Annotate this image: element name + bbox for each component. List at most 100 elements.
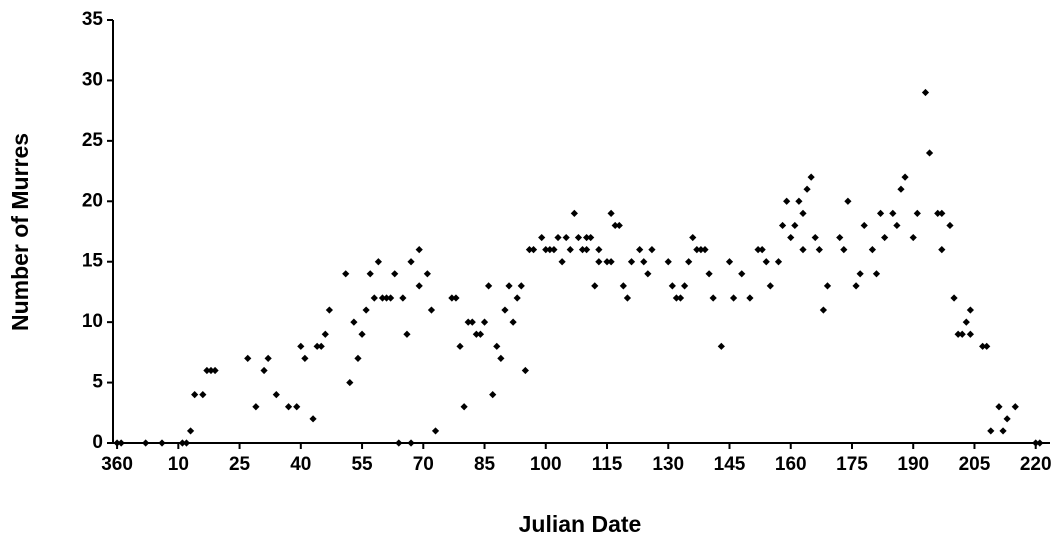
point xyxy=(697,246,705,254)
point xyxy=(685,258,693,266)
point xyxy=(664,258,672,266)
point xyxy=(199,391,207,399)
point xyxy=(583,233,591,242)
point xyxy=(407,439,415,447)
point xyxy=(623,294,632,302)
point xyxy=(607,258,615,266)
point xyxy=(999,427,1007,435)
point xyxy=(427,306,436,314)
point xyxy=(603,258,611,266)
point xyxy=(962,318,970,326)
point xyxy=(485,282,493,290)
point xyxy=(897,185,905,193)
x-tick-label: 130 xyxy=(652,454,684,475)
point xyxy=(725,258,734,266)
point xyxy=(758,246,766,254)
point xyxy=(113,439,121,447)
point xyxy=(717,342,725,350)
point xyxy=(611,221,619,230)
point xyxy=(468,318,476,326)
point xyxy=(517,282,525,290)
point xyxy=(501,306,509,314)
point xyxy=(546,246,554,254)
y-tick-label: 35 xyxy=(82,9,104,30)
point xyxy=(823,282,832,290)
point xyxy=(844,197,852,205)
point xyxy=(595,246,603,254)
point xyxy=(860,221,868,230)
x-tick-label: 190 xyxy=(897,454,929,475)
point xyxy=(958,330,966,338)
point xyxy=(607,209,615,217)
point xyxy=(354,354,362,362)
point xyxy=(1032,439,1040,447)
point xyxy=(876,209,885,217)
point xyxy=(562,233,570,242)
x-tick-label: 70 xyxy=(413,454,434,475)
point xyxy=(689,233,697,242)
point xyxy=(346,378,354,387)
point xyxy=(591,282,599,290)
point xyxy=(938,209,946,217)
point xyxy=(791,221,799,230)
point xyxy=(509,318,517,326)
point xyxy=(819,306,828,314)
x-tick-label: 25 xyxy=(229,454,251,475)
point xyxy=(738,270,746,278)
point xyxy=(370,294,378,302)
point xyxy=(921,88,930,97)
point xyxy=(464,318,472,326)
point xyxy=(395,439,403,447)
point xyxy=(297,342,305,350)
point xyxy=(313,342,321,350)
point xyxy=(391,270,399,278)
point xyxy=(672,294,681,302)
point xyxy=(979,342,987,350)
point xyxy=(374,258,382,266)
point xyxy=(431,427,440,435)
point xyxy=(366,270,374,278)
point xyxy=(934,209,942,217)
point xyxy=(836,233,844,242)
point xyxy=(525,246,534,254)
point xyxy=(913,209,921,217)
point xyxy=(803,185,811,193)
point xyxy=(529,246,538,254)
point xyxy=(636,246,644,254)
x-tick-label: 85 xyxy=(474,454,496,475)
point xyxy=(950,294,958,302)
point xyxy=(448,294,456,302)
point xyxy=(158,439,166,447)
point xyxy=(787,233,795,242)
point xyxy=(178,439,187,447)
point xyxy=(460,403,468,411)
point xyxy=(566,246,574,254)
point xyxy=(644,270,652,278)
point xyxy=(799,209,807,217)
point xyxy=(325,306,333,314)
point xyxy=(321,330,329,338)
point xyxy=(619,282,627,290)
point xyxy=(774,258,783,266)
point xyxy=(881,233,889,242)
y-axis-title: Number of Murres xyxy=(7,133,33,331)
point xyxy=(799,246,807,254)
point xyxy=(480,318,489,326)
point xyxy=(538,233,546,242)
point xyxy=(1003,415,1011,423)
point xyxy=(729,294,738,302)
x-tick-label: 360 xyxy=(101,454,133,475)
y-tick-label: 20 xyxy=(82,190,103,211)
point xyxy=(558,258,566,266)
point xyxy=(142,439,150,447)
point xyxy=(452,294,460,302)
point xyxy=(264,354,272,362)
point xyxy=(272,391,280,399)
point xyxy=(893,221,901,230)
point xyxy=(852,282,860,290)
point xyxy=(627,258,636,266)
point xyxy=(293,403,301,411)
point xyxy=(778,221,787,230)
y-tick-label: 25 xyxy=(82,130,104,151)
point xyxy=(615,221,623,230)
